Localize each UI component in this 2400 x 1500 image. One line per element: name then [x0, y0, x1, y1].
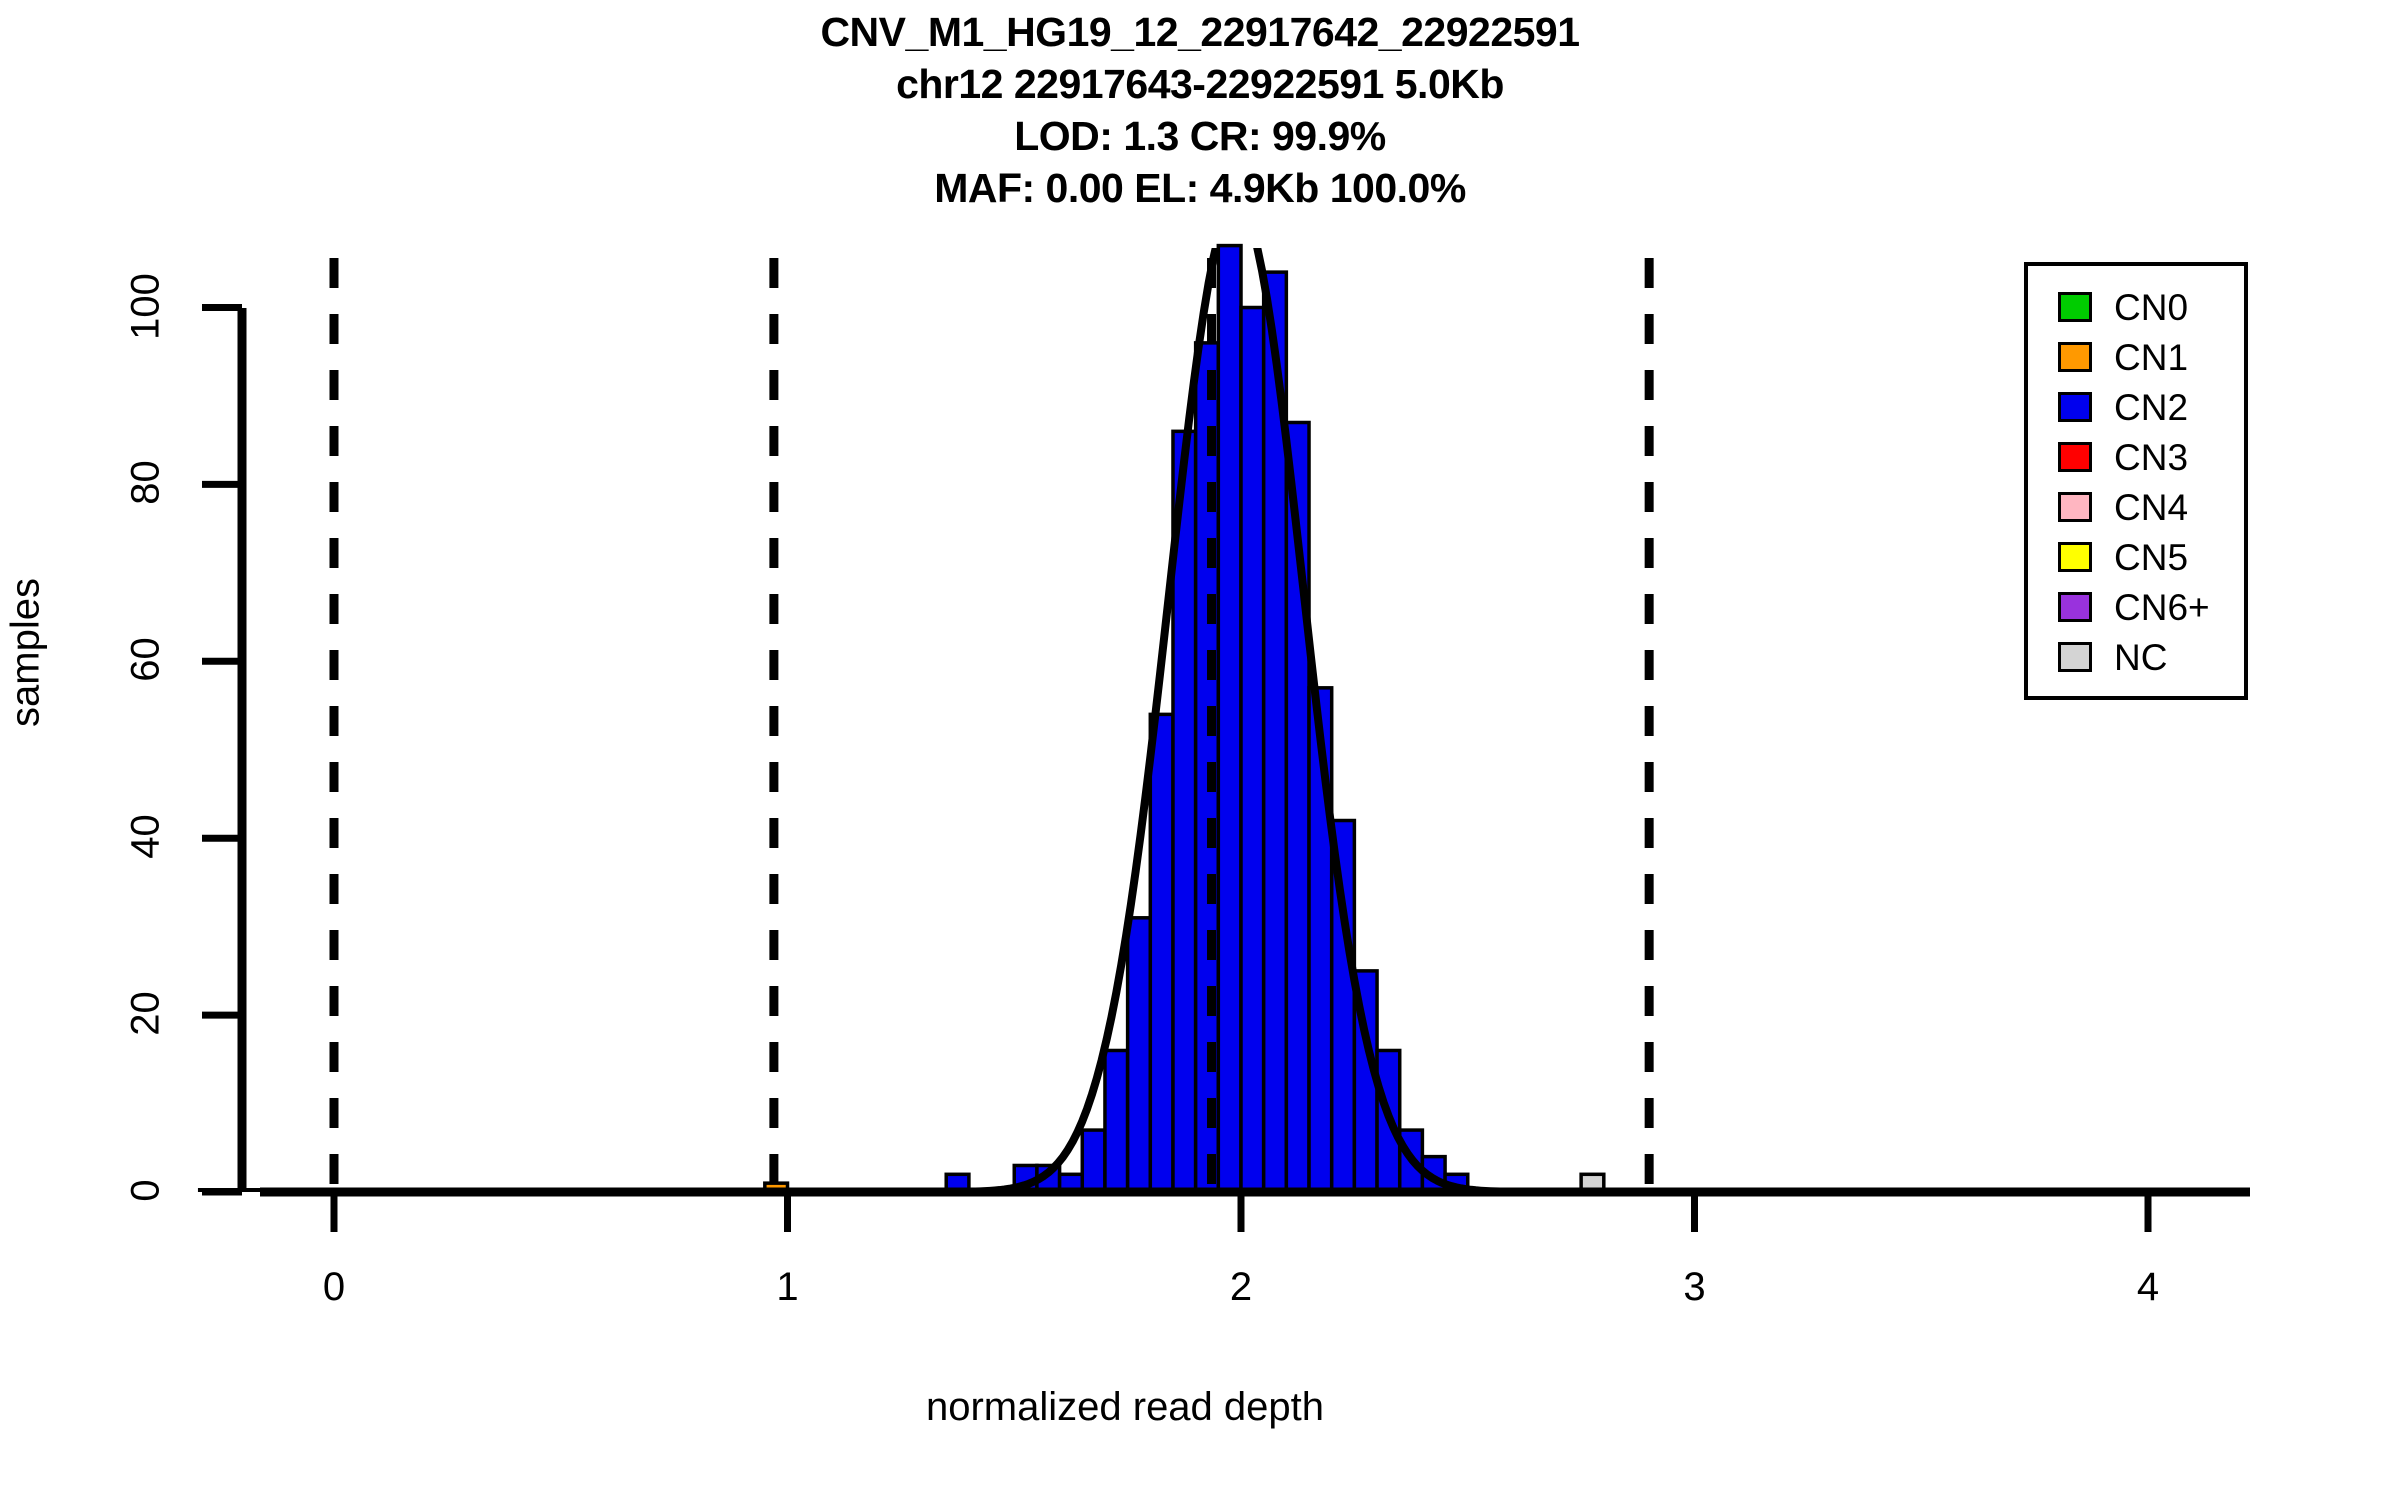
- legend-item-cn0[interactable]: CN0: [2028, 282, 2244, 332]
- legend-item-cn4[interactable]: CN4: [2028, 482, 2244, 532]
- x-tick-label: 1: [776, 1265, 799, 1309]
- histogram-bar: [1239, 305, 1266, 1194]
- legend-color-swatch-icon: [2058, 392, 2092, 422]
- title-line-4: MAF: 0.00 EL: 4.9Kb 100.0%: [934, 165, 1466, 211]
- legend-item-label: CN5: [2114, 536, 2189, 578]
- legend-color-swatch-icon: [2058, 592, 2092, 622]
- plot-title: CNV_M1_HG19_12_22917642_22922591 chr12 2…: [0, 6, 2400, 214]
- legend-color-swatch-icon: [2058, 542, 2092, 572]
- x-tick-label: 2: [1229, 1265, 1253, 1309]
- legend-item-label: CN0: [2114, 286, 2189, 328]
- legend-color-swatch-icon: [2058, 642, 2092, 672]
- y-tick-label: 80: [123, 460, 168, 506]
- legend-item-cn3[interactable]: CN3: [2028, 432, 2244, 482]
- legend-color-swatch-icon: [2058, 492, 2092, 522]
- x-axis-label: normalized read depth: [925, 1385, 1325, 1429]
- legend-item-cn5[interactable]: CN5: [2028, 532, 2244, 582]
- title-line-2: chr12 22917643-22922591 5.0Kb: [896, 61, 1504, 107]
- histogram-bar: [1216, 243, 1243, 1194]
- legend-item-label: CN4: [2114, 486, 2189, 528]
- legend-item-label: CN6+: [2114, 586, 2210, 628]
- legend-item-nc[interactable]: NC: [2028, 632, 2244, 682]
- legend-color-swatch-icon: [2058, 442, 2092, 472]
- y-axis-label: samples: [3, 578, 48, 727]
- y-tick-label: 20: [123, 991, 168, 1036]
- legend-item-label: NC: [2114, 636, 2168, 678]
- legend-item-label: CN2: [2114, 386, 2189, 428]
- title-line-1: CNV_M1_HG19_12_22917642_22922591: [820, 9, 1580, 55]
- histogram-bar: [1103, 1048, 1130, 1194]
- histogram-bars: [763, 243, 1606, 1194]
- x-tick-label: 4: [2136, 1265, 2160, 1309]
- x-tick-label: 3: [1683, 1265, 1706, 1309]
- legend-item-cn6plus[interactable]: CN6+: [2028, 582, 2244, 632]
- y-tick-label: 60: [123, 637, 168, 683]
- histogram-bar: [1125, 916, 1153, 1194]
- legend-item-label: CN3: [2114, 436, 2189, 478]
- histogram-bar: [1080, 1128, 1107, 1194]
- legend-item-cn1[interactable]: CN1: [2028, 332, 2244, 382]
- y-tick-label: 0: [123, 1179, 168, 1202]
- y-tick-label: 40: [123, 814, 168, 859]
- histogram-bar: [1148, 712, 1175, 1194]
- legend-color-swatch-icon: [2058, 292, 2092, 322]
- legend-item-label: CN1: [2114, 336, 2189, 378]
- legend-color-swatch-icon: [2058, 342, 2092, 372]
- threshold-lines: [329, 258, 1654, 1192]
- title-line-3: LOD: 1.3 CR: 99.9%: [1014, 113, 1386, 159]
- y-tick-label: 100: [123, 272, 168, 340]
- x-tick-label: 0: [322, 1265, 346, 1309]
- legend: CN0 CN1 CN2 CN3 CN4 CN5 CN6+ NC: [2024, 262, 2248, 700]
- legend-item-cn2[interactable]: CN2: [2028, 382, 2244, 432]
- plot-axes: [202, 304, 2250, 1232]
